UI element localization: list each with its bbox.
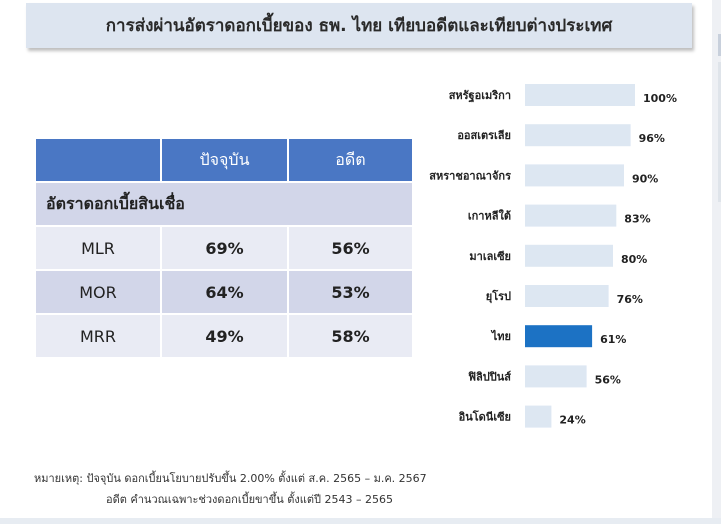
table-section-row: อัตราดอกเบี้ยสินเชื่อ <box>34 181 414 227</box>
category-label: สหราชอาณาจักร <box>429 169 511 182</box>
slide-title-box: การส่งผ่านอัตราดอกเบี้ยของ ธพ. ไทย เทียบ… <box>26 3 692 48</box>
footnote-line-1: หมายเหตุ: ปัจจุบัน ดอกเบี้ยนโยบายปรับขึ้… <box>34 472 427 485</box>
value-label: 61% <box>600 333 626 346</box>
bar <box>525 325 593 348</box>
category-label: อินโดนีเซีย <box>458 410 511 424</box>
bar <box>525 84 635 106</box>
bar <box>525 285 609 307</box>
category-label: มาเลเซีย <box>469 250 511 263</box>
category-label: ยุโรป <box>486 289 511 304</box>
category-label: ไทย <box>490 329 511 343</box>
table-row: MOR 64% 53% <box>34 269 414 315</box>
row-current: 49% <box>160 313 289 359</box>
bar <box>525 164 624 187</box>
slide-title: การส่งผ่านอัตราดอกเบี้ยของ ธพ. ไทย เทียบ… <box>105 16 613 36</box>
row-past: 56% <box>287 225 414 271</box>
bar <box>525 204 617 227</box>
bar <box>525 365 587 388</box>
row-label: MOR <box>34 269 162 315</box>
value-label: 90% <box>632 172 658 185</box>
row-current: 64% <box>160 269 289 315</box>
header-current: ปัจจุบัน <box>160 137 289 183</box>
header-past: อดีต <box>287 137 414 183</box>
bar <box>525 124 631 147</box>
value-label: 24% <box>559 414 585 427</box>
bar <box>525 405 552 428</box>
bar <box>525 244 613 267</box>
value-label: 83% <box>624 213 650 226</box>
value-label: 76% <box>617 293 643 306</box>
value-label: 100% <box>643 92 677 105</box>
category-label: สหรัฐอเมริกา <box>449 89 511 103</box>
value-label: 96% <box>639 132 665 145</box>
adjacent-slide-mark <box>718 62 721 202</box>
row-current: 69% <box>160 225 289 271</box>
value-label: 56% <box>595 373 621 386</box>
footnote-line-2: อดีต คำนวณเฉพาะช่วงดอกเบี้ยขาขึ้น ตั้งแต… <box>106 493 393 506</box>
table-row: MLR 69% 56% <box>34 225 414 271</box>
section-label: อัตราดอกเบี้ยสินเชื่อ <box>34 181 414 227</box>
row-label: MLR <box>34 225 162 271</box>
adjacent-slide-mark <box>718 34 721 56</box>
bottom-border <box>0 518 721 524</box>
row-past: 58% <box>287 313 414 359</box>
category-label: ออสเตรเลีย <box>457 129 511 142</box>
row-label: MRR <box>34 313 162 359</box>
header-empty <box>34 137 162 183</box>
category-label: ฟิลิปปินส์ <box>468 370 512 383</box>
rates-table: ปัจจุบัน อดีต อัตราดอกเบี้ยสินเชื่อ MLR … <box>34 137 414 359</box>
value-label: 80% <box>621 253 647 266</box>
row-past: 53% <box>287 269 414 315</box>
table-row: MRR 49% 58% <box>34 313 414 359</box>
table-header-row: ปัจจุบัน อดีต <box>34 137 414 183</box>
adjacent-slide-edge <box>712 0 721 524</box>
category-label: เกาหลีใต้ <box>468 209 511 223</box>
